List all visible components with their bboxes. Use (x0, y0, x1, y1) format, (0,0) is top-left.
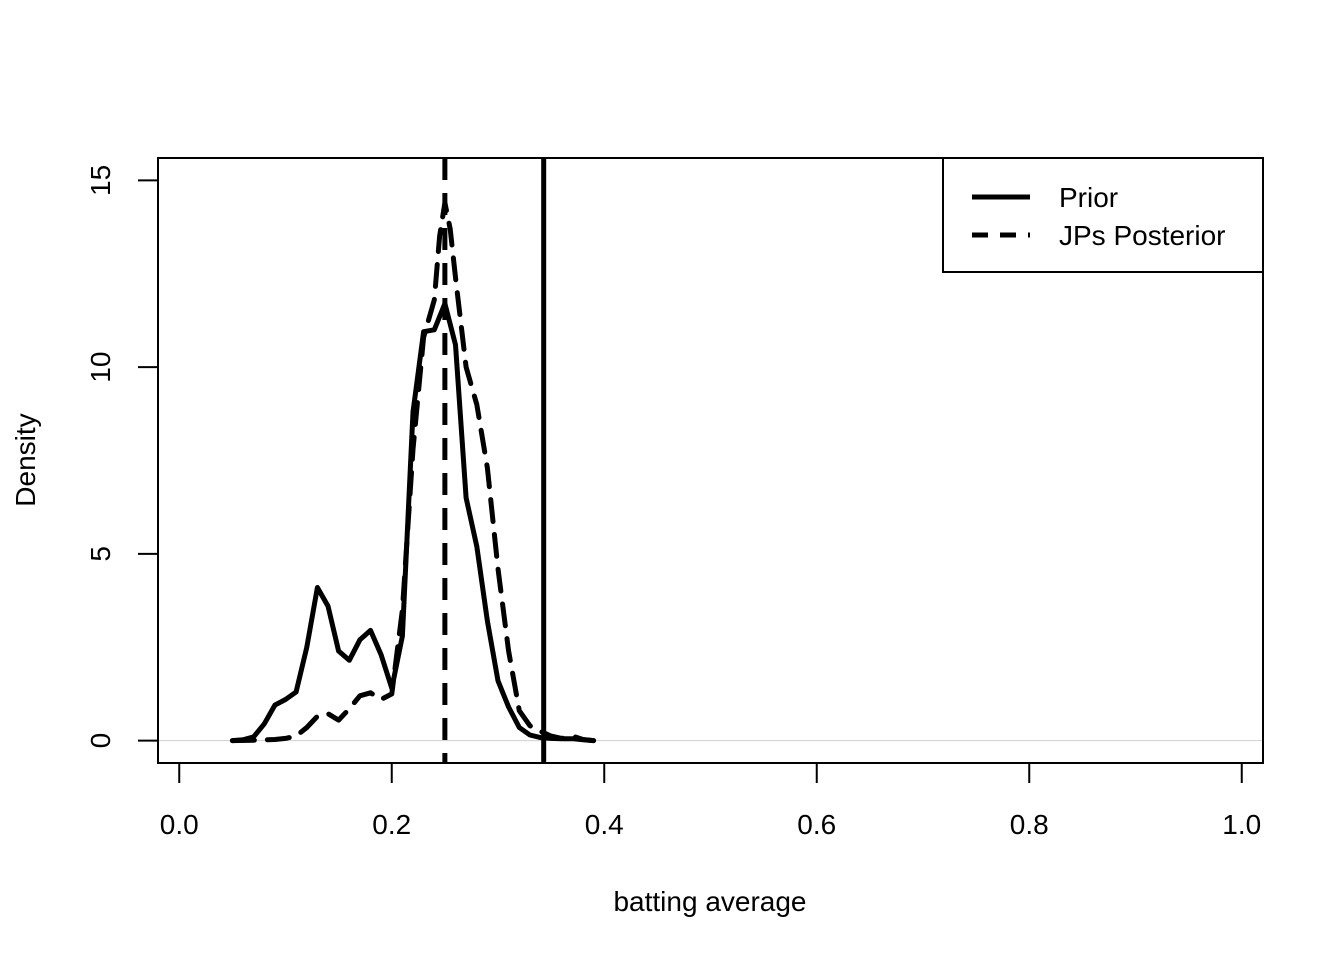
x-tick-label: 0.0 (160, 809, 199, 840)
legend-label-2: JPs Posterior (1059, 220, 1226, 251)
x-tick-label: 0.6 (797, 809, 836, 840)
x-axis-title: batting average (613, 886, 806, 917)
x-tick-label: 1.0 (1222, 809, 1261, 840)
y-tick-label: 0 (85, 733, 116, 749)
legend: Prior JPs Posterior (942, 157, 1264, 273)
axes: 0.0 0.2 0.4 0.6 0.8 1.0 0 5 10 15 (85, 157, 1264, 840)
x-tick-label: 0.2 (372, 809, 411, 840)
plot-area (158, 158, 1263, 763)
legend-box (942, 157, 1264, 273)
y-tick-label: 15 (85, 165, 116, 196)
y-axis-title: Density (10, 413, 41, 506)
series-line-1 (229, 301, 597, 744)
x-tick-label: 0.4 (585, 809, 624, 840)
legend-label-1: Prior (1059, 182, 1118, 213)
y-tick-label: 10 (85, 352, 116, 383)
series-line-2 (229, 200, 597, 744)
y-tick-label: 5 (85, 546, 116, 562)
x-tick-label: 0.8 (1010, 809, 1049, 840)
